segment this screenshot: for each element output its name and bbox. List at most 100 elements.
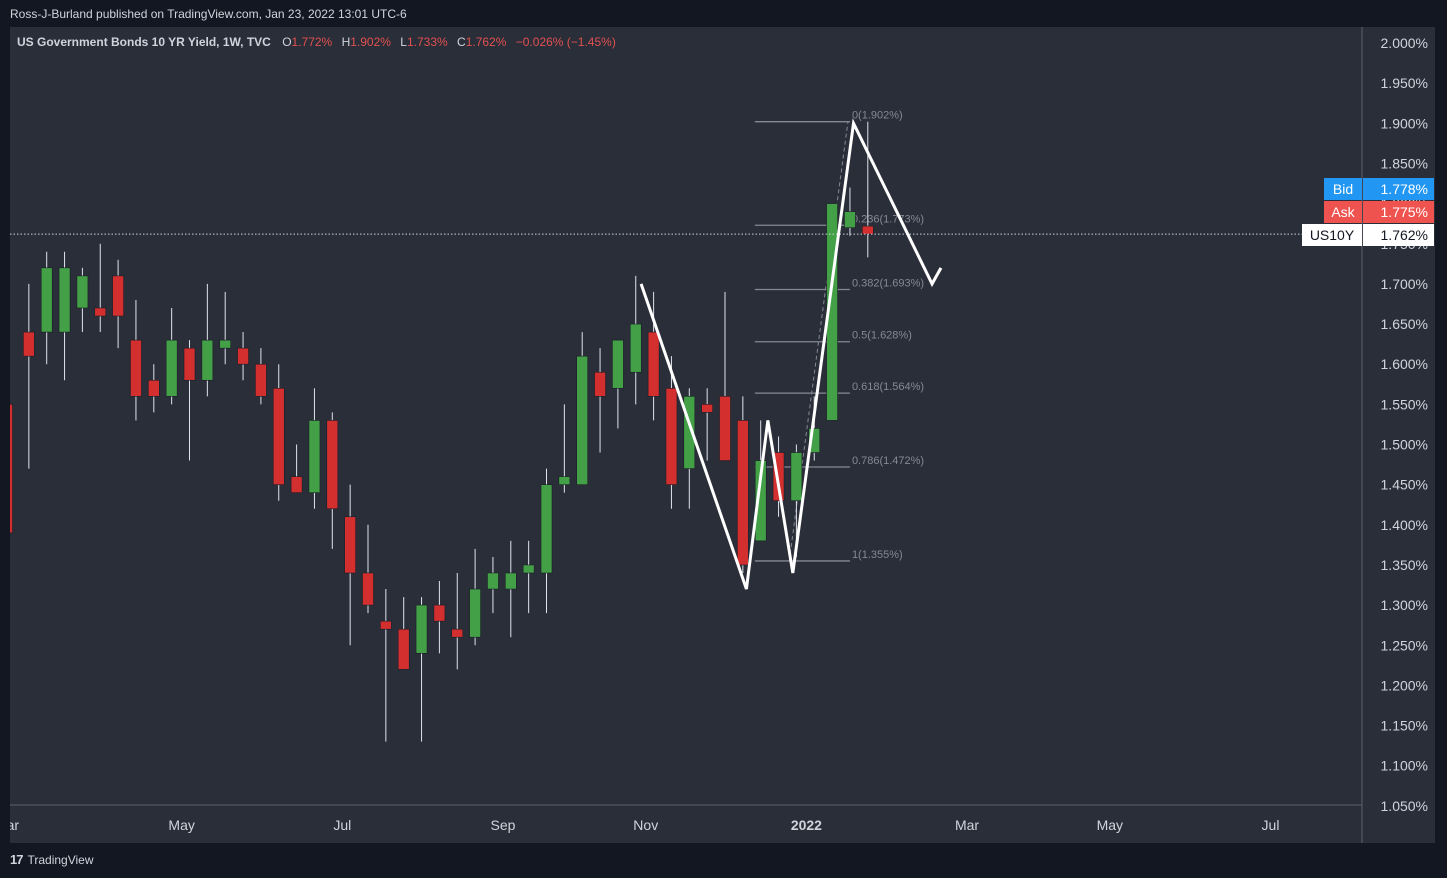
price-label-bid: Bid 1.778% xyxy=(1324,178,1434,200)
footer-brand: TradingView xyxy=(27,852,94,867)
price-label-ask: Ask 1.775% xyxy=(1324,201,1434,223)
y-tick-label: 1.450% xyxy=(1381,477,1428,493)
candle-body xyxy=(255,363,267,397)
y-tick-label: 1.050% xyxy=(1381,798,1428,814)
price-label-value-bg xyxy=(1363,201,1434,223)
price-label-name-bg xyxy=(1324,201,1362,223)
fib-level-label: 0.236(1.773%) xyxy=(852,213,924,225)
candle-body xyxy=(326,420,339,510)
symbol-legend[interactable]: US Government Bonds 10 YR Yield, 1W, TVC… xyxy=(17,35,616,49)
y-tick-label: 1.300% xyxy=(1381,597,1428,613)
candle-body xyxy=(290,476,303,493)
candle-body xyxy=(844,211,856,228)
candle-body xyxy=(451,628,464,638)
candle-body xyxy=(594,371,606,397)
y-tick-label: 1.400% xyxy=(1381,517,1428,533)
fibonacci-retracement[interactable]: 0(1.902%) 0.236(1.773%) 0.382(1.693%) 0.5(1… xyxy=(754,110,924,562)
fib-level-label: 0.786(1.472%) xyxy=(852,455,924,467)
y-tick-label: 1.200% xyxy=(1381,677,1428,693)
price-label-value: 1.762% xyxy=(1381,227,1428,243)
x-tick-label: Mar xyxy=(10,817,19,833)
chart-frame[interactable]: 0(1.902%) 0.236(1.773%) 0.382(1.693%) 0.5(1… xyxy=(10,27,1435,843)
price-label-value: 1.778% xyxy=(1381,181,1428,197)
y-tick-label: 1.350% xyxy=(1381,557,1428,573)
candle-body xyxy=(558,476,571,485)
y-tick-label: 1.250% xyxy=(1381,637,1428,653)
candle-body xyxy=(504,572,517,590)
fib-level-label: 0.5(1.628%) xyxy=(852,330,912,342)
candle-body xyxy=(415,604,428,654)
legend-low-value: 1.733% xyxy=(407,35,448,49)
candle-body xyxy=(380,620,392,630)
candle-body xyxy=(737,420,749,566)
fib-level-label: 0.618(1.564%) xyxy=(852,381,924,393)
y-tick-label: 2.000% xyxy=(1381,35,1428,51)
fib-level-label: 0(1.902%) xyxy=(852,110,903,122)
candle-body xyxy=(665,387,678,485)
legend-low-label: L xyxy=(400,35,407,49)
y-tick-label: 1.900% xyxy=(1381,115,1428,131)
candle-body xyxy=(522,564,535,574)
candle-body xyxy=(861,225,874,235)
footer: 17 TradingView xyxy=(10,852,94,867)
legend-high-label: H xyxy=(342,35,351,49)
y-tick-label: 1.700% xyxy=(1381,276,1428,292)
price-label-name: Bid xyxy=(1333,181,1353,197)
y-tick-label: 1.850% xyxy=(1381,155,1428,171)
candle-body xyxy=(790,452,803,502)
price-label-value-bg xyxy=(1363,224,1434,246)
price-labels: Bid 1.778% Ask 1.775% US10Y 1.762% xyxy=(1302,178,1434,246)
price-label-name-bg xyxy=(1302,224,1362,246)
y-tick-label: 1.100% xyxy=(1381,758,1428,774)
candle-body xyxy=(612,339,624,389)
price-label-us10y: US10Y 1.762% xyxy=(1302,224,1434,246)
candle-body xyxy=(719,396,731,461)
fib-level-label: 1(1.355%) xyxy=(852,549,903,561)
candle-body xyxy=(344,516,356,574)
candle-body xyxy=(94,307,107,317)
candle-body xyxy=(219,339,231,349)
legend-close-label: C xyxy=(457,35,466,49)
axes[interactable]: 2.000%1.950%1.900%1.850%1.800%1.750%1.70… xyxy=(10,27,1428,843)
candle-body xyxy=(58,267,71,333)
candle-body xyxy=(308,420,321,493)
candle-body xyxy=(10,404,13,534)
candle-body xyxy=(433,604,446,622)
legend-change: −0.026% (−1.45%) xyxy=(516,35,616,49)
publisher-line: Ross-J-Burland published on TradingView.… xyxy=(10,7,407,21)
candle-body xyxy=(201,339,214,381)
w-pattern-drawing[interactable] xyxy=(639,118,943,590)
candle-body xyxy=(683,396,696,469)
x-tick-label: Sep xyxy=(490,817,515,833)
price-label-name: US10Y xyxy=(1310,227,1355,243)
legend-symbol: US Government Bonds 10 YR Yield, 1W, TVC xyxy=(17,35,271,49)
candlestick-chart[interactable]: 0(1.902%) 0.236(1.773%) 0.382(1.693%) 0.5(1… xyxy=(10,27,1435,843)
candle-body xyxy=(272,387,285,485)
candle-body xyxy=(362,572,374,606)
y-tick-label: 1.550% xyxy=(1381,396,1428,412)
legend-open-value: 1.772% xyxy=(292,35,333,49)
price-label-value: 1.775% xyxy=(1381,204,1428,220)
candle-body xyxy=(183,347,196,381)
candle-body xyxy=(165,339,178,397)
candle-body xyxy=(469,588,481,638)
candle-body xyxy=(647,331,660,397)
price-label-name-bg xyxy=(1324,178,1362,200)
price-label-value-bg xyxy=(1363,178,1434,200)
fib-level-label: 0.382(1.693%) xyxy=(852,278,924,290)
y-tick-label: 1.150% xyxy=(1381,718,1428,734)
candle-body xyxy=(540,484,553,574)
w-pattern-line xyxy=(639,118,943,590)
legend-open-label: O xyxy=(282,35,291,49)
candle-body xyxy=(808,428,821,453)
candle-body xyxy=(40,267,53,333)
price-label-name: Ask xyxy=(1331,204,1355,220)
x-tick-label: Nov xyxy=(633,817,658,833)
candle-body xyxy=(130,339,142,397)
candle-body xyxy=(23,331,35,357)
candle-body xyxy=(487,572,499,590)
y-tick-label: 1.500% xyxy=(1381,437,1428,453)
y-tick-label: 1.950% xyxy=(1381,75,1428,91)
x-tick-label: May xyxy=(168,817,194,833)
candle-body xyxy=(237,347,249,365)
